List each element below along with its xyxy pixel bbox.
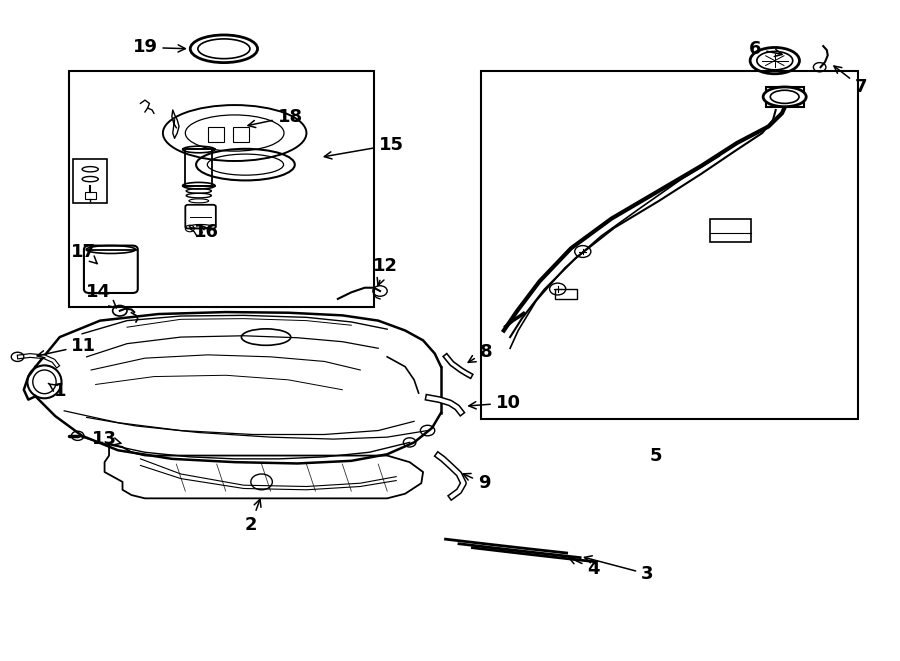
Text: 3: 3 [584, 556, 653, 583]
Bar [85, 192, 95, 199]
Text: 11: 11 [37, 336, 96, 358]
Ellipse shape [763, 87, 806, 106]
Text: 19: 19 [132, 38, 185, 56]
Text: 18: 18 [248, 108, 303, 128]
Text: 14: 14 [86, 284, 116, 308]
Bar [68, 71, 373, 307]
Bar [73, 159, 107, 204]
Bar [710, 219, 751, 242]
Bar [555, 289, 578, 299]
Text: 2: 2 [245, 499, 261, 533]
Ellipse shape [770, 91, 799, 103]
Text: 10: 10 [469, 394, 521, 412]
Text: 16: 16 [194, 223, 219, 241]
Bar [233, 127, 249, 141]
Bar [185, 149, 212, 186]
Bar [208, 127, 224, 141]
Text: 12: 12 [373, 257, 398, 286]
Text: 15: 15 [324, 136, 404, 159]
Text: 1: 1 [49, 382, 66, 400]
Text: 6: 6 [749, 40, 782, 58]
Bar [482, 71, 859, 419]
Text: 7: 7 [834, 66, 868, 96]
Text: 5: 5 [650, 447, 662, 465]
Bar [766, 87, 804, 106]
Text: 8: 8 [468, 342, 492, 362]
Text: 9: 9 [464, 473, 490, 492]
Text: 4: 4 [569, 557, 599, 578]
Text: 13: 13 [92, 430, 121, 448]
Text: 17: 17 [71, 243, 97, 264]
